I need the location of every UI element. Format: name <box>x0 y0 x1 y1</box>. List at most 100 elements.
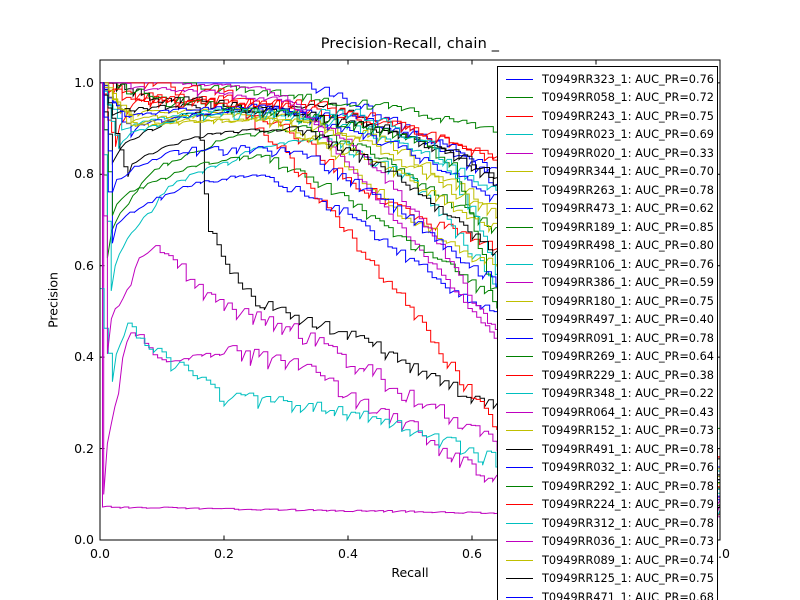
legend-label: T0949RR263_1: AUC_PR=0.78 <box>542 183 714 197</box>
legend-item: T0949RR032_1: AUC_PR=0.76 <box>498 459 717 478</box>
legend-item: T0949RR497_1: AUC_PR=0.40 <box>498 311 717 330</box>
legend-label: T0949RR323_1: AUC_PR=0.76 <box>542 72 714 86</box>
legend-line-swatch <box>506 411 533 413</box>
y-tick-label: 0.8 <box>74 166 94 182</box>
legend-item: T0949RR386_1: AUC_PR=0.59 <box>498 274 717 293</box>
legend-line-swatch <box>506 448 533 450</box>
legend-item: T0949RR189_1: AUC_PR=0.85 <box>498 218 717 237</box>
y-tick-label: 1.0 <box>74 74 94 90</box>
legend-line-swatch <box>506 78 533 80</box>
legend-label: T0949RR036_1: AUC_PR=0.73 <box>542 535 714 549</box>
legend-label: T0949RR498_1: AUC_PR=0.80 <box>542 239 714 253</box>
legend-label: T0949RR089_1: AUC_PR=0.74 <box>542 553 714 567</box>
legend-line-swatch <box>506 208 533 210</box>
legend-label: T0949RR473_1: AUC_PR=0.62 <box>542 202 714 216</box>
x-tick-label: 0.6 <box>462 546 482 561</box>
y-tick-label: 0.2 <box>74 440 94 456</box>
legend-line-swatch <box>506 393 533 395</box>
legend-item: T0949RR125_1: AUC_PR=0.75 <box>498 570 717 589</box>
legend-line-swatch <box>506 226 533 228</box>
legend-label: T0949RR224_1: AUC_PR=0.79 <box>542 498 714 512</box>
legend-item: T0949RR020_1: AUC_PR=0.33 <box>498 144 717 163</box>
legend-item: T0949RR348_1: AUC_PR=0.22 <box>498 385 717 404</box>
legend-line-swatch <box>506 374 533 376</box>
legend-item: T0949RR058_1: AUC_PR=0.72 <box>498 89 717 108</box>
legend-label: T0949RR386_1: AUC_PR=0.59 <box>542 276 714 290</box>
legend-label: T0949RR180_1: AUC_PR=0.75 <box>542 294 714 308</box>
legend-label: T0949RR229_1: AUC_PR=0.38 <box>542 368 714 382</box>
legend-label: T0949RR491_1: AUC_PR=0.78 <box>542 442 714 456</box>
legend-item: T0949RR344_1: AUC_PR=0.70 <box>498 163 717 182</box>
legend-label: T0949RR091_1: AUC_PR=0.78 <box>542 331 714 345</box>
y-axis-label: Precision <box>45 272 61 328</box>
legend-item: T0949RR091_1: AUC_PR=0.78 <box>498 329 717 348</box>
legend-line-swatch <box>506 134 533 136</box>
legend: T0949RR323_1: AUC_PR=0.76 T0949RR058_1: A… <box>497 66 718 600</box>
legend-item: T0949RR471_1: AUC_PR=0.68 <box>498 588 717 600</box>
legend-line-swatch <box>506 504 533 506</box>
legend-line-swatch <box>506 541 533 543</box>
legend-label: T0949RR471_1: AUC_PR=0.68 <box>542 590 714 600</box>
legend-item: T0949RR473_1: AUC_PR=0.62 <box>498 200 717 219</box>
legend-line-swatch <box>506 300 533 302</box>
legend-line-swatch <box>506 522 533 524</box>
legend-label: T0949RR032_1: AUC_PR=0.76 <box>542 461 714 475</box>
x-axis-label: Recall <box>391 565 429 580</box>
legend-line-swatch <box>506 152 533 154</box>
legend-line-swatch <box>506 115 533 117</box>
legend-line-swatch <box>506 97 533 99</box>
legend-line-swatch <box>506 319 533 321</box>
legend-item: T0949RR180_1: AUC_PR=0.75 <box>498 292 717 311</box>
legend-item: T0949RR269_1: AUC_PR=0.64 <box>498 348 717 367</box>
y-tick-label: 0.0 <box>74 532 94 547</box>
y-tick-label: 0.6 <box>74 257 94 273</box>
legend-label: T0949RR189_1: AUC_PR=0.85 <box>542 220 714 234</box>
legend-line-swatch <box>506 578 533 580</box>
legend-label: T0949RR292_1: AUC_PR=0.78 <box>542 479 714 493</box>
axes-frame <box>99 59 721 541</box>
legend-line-swatch <box>506 282 533 284</box>
legend-item: T0949RR263_1: AUC_PR=0.78 <box>498 181 717 200</box>
legend-label: T0949RR064_1: AUC_PR=0.43 <box>542 405 714 419</box>
legend-item: T0949RR064_1: AUC_PR=0.43 <box>498 403 717 422</box>
legend-item: T0949RR023_1: AUC_PR=0.69 <box>498 126 717 145</box>
x-tick-label: 0.2 <box>214 546 234 561</box>
legend-label: T0949RR125_1: AUC_PR=0.75 <box>542 572 714 586</box>
legend-item: T0949RR491_1: AUC_PR=0.78 <box>498 440 717 459</box>
legend-item: T0949RR498_1: AUC_PR=0.80 <box>498 237 717 256</box>
legend-line-swatch <box>506 337 533 339</box>
legend-line-swatch <box>506 596 533 598</box>
legend-line-swatch <box>506 559 533 561</box>
legend-label: T0949RR152_1: AUC_PR=0.73 <box>542 424 714 438</box>
legend-item: T0949RR292_1: AUC_PR=0.78 <box>498 477 717 496</box>
legend-item: T0949RR224_1: AUC_PR=0.79 <box>498 496 717 515</box>
legend-item: T0949RR089_1: AUC_PR=0.74 <box>498 551 717 570</box>
x-tick-label: 0.4 <box>338 546 358 561</box>
legend-line-swatch <box>506 430 533 432</box>
legend-label: T0949RR269_1: AUC_PR=0.64 <box>542 350 714 364</box>
legend-label: T0949RR344_1: AUC_PR=0.70 <box>542 165 714 179</box>
legend-item: T0949RR312_1: AUC_PR=0.78 <box>498 514 717 533</box>
legend-line-swatch <box>506 467 533 469</box>
legend-item: T0949RR152_1: AUC_PR=0.73 <box>498 422 717 441</box>
y-tick-label: 0.4 <box>74 349 94 365</box>
legend-line-swatch <box>506 245 533 247</box>
legend-label: T0949RR020_1: AUC_PR=0.33 <box>542 146 714 160</box>
x-tick-label: 0.0 <box>90 546 110 561</box>
legend-label: T0949RR312_1: AUC_PR=0.78 <box>542 516 714 530</box>
legend-item: T0949RR229_1: AUC_PR=0.38 <box>498 366 717 385</box>
legend-label: T0949RR348_1: AUC_PR=0.22 <box>542 387 714 401</box>
legend-label: T0949RR023_1: AUC_PR=0.69 <box>542 128 714 142</box>
legend-line-swatch <box>506 263 533 265</box>
chart-title: Precision-Recall, chain _ <box>320 36 500 52</box>
legend-label: T0949RR497_1: AUC_PR=0.40 <box>542 313 714 327</box>
legend-line-swatch <box>506 171 533 173</box>
legend-label: T0949RR058_1: AUC_PR=0.72 <box>542 91 714 105</box>
legend-label: T0949RR243_1: AUC_PR=0.75 <box>542 109 714 123</box>
legend-label: T0949RR106_1: AUC_PR=0.76 <box>542 257 714 271</box>
legend-item: T0949RR106_1: AUC_PR=0.76 <box>498 255 717 274</box>
legend-item: T0949RR243_1: AUC_PR=0.75 <box>498 107 717 126</box>
legend-line-swatch <box>506 356 533 358</box>
legend-item: T0949RR036_1: AUC_PR=0.73 <box>498 533 717 552</box>
